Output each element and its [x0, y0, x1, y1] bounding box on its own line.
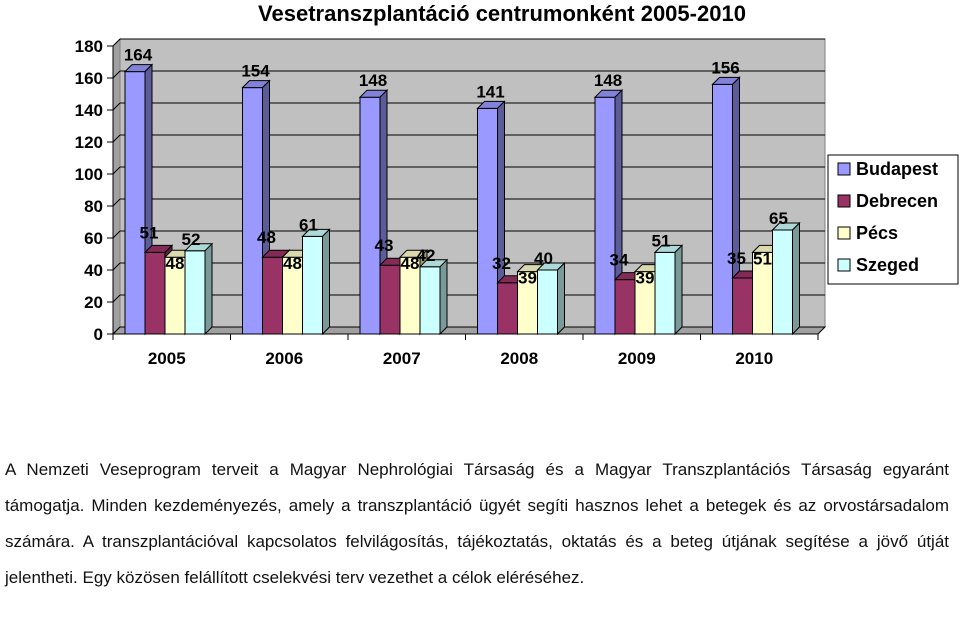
legend-swatch: [837, 226, 851, 240]
bar-side: [674, 244, 683, 336]
data-label: 51: [753, 249, 772, 268]
legend-entry: Debrecen: [856, 191, 938, 211]
bar-side: [439, 258, 448, 336]
data-label: 35: [727, 249, 746, 268]
data-label: 52: [182, 230, 201, 249]
gridline: [112, 166, 121, 175]
x-tick-label: 2007: [383, 349, 421, 368]
y-tick-label: 120: [75, 133, 103, 152]
bars: 1645148521544848611484348421413239401483…: [123, 46, 801, 336]
gridline: [112, 326, 121, 335]
bar-front: [497, 282, 518, 335]
gridline: [112, 102, 121, 111]
bar: [183, 242, 214, 336]
legend-entry: Budapest: [856, 159, 938, 179]
bar-front: [242, 87, 263, 335]
bar-front: [654, 251, 676, 335]
x-tick-label: 2006: [265, 349, 303, 368]
bar-side: [322, 228, 330, 336]
bar: [536, 261, 566, 336]
bar-side: [792, 221, 800, 336]
data-label: 39: [636, 269, 655, 288]
bar-front: [732, 277, 753, 335]
data-label: 34: [610, 251, 629, 270]
bar-side: [204, 242, 213, 336]
bar-front: [712, 83, 733, 335]
data-label: 141: [476, 82, 504, 101]
x-tick-label: 2009: [618, 349, 656, 368]
data-label: 154: [241, 62, 270, 81]
gridline: [112, 230, 121, 239]
gridline: [112, 294, 121, 303]
data-label: 48: [257, 228, 276, 247]
bar-front: [614, 279, 636, 335]
y-tick-label: 40: [84, 261, 103, 280]
y-tick-label: 60: [84, 229, 103, 248]
bar-front: [144, 251, 166, 335]
legend-box: [827, 154, 959, 285]
x-tick-label: 2005: [148, 349, 186, 368]
data-label: 48: [401, 254, 420, 273]
data-label: 43: [375, 236, 394, 255]
legend: Budapest Debrecen Pécs Szeged: [827, 154, 959, 285]
data-label: 40: [534, 249, 553, 268]
data-label: 51: [652, 231, 671, 250]
x-tick-label: 2010: [735, 349, 773, 368]
gridline: [112, 262, 121, 271]
y-tick-label: 140: [75, 101, 103, 120]
bar: [418, 258, 449, 336]
data-label: 48: [283, 254, 302, 273]
bar-front: [359, 96, 381, 335]
data-label: 148: [594, 71, 622, 90]
bar-front: [184, 250, 206, 335]
gridline: [112, 198, 121, 207]
y-axis: 0 20 40 60 80 100 120 140 160 180: [75, 37, 825, 344]
bar: [711, 76, 741, 336]
data-label: 48: [166, 254, 185, 273]
data-label: 39: [518, 269, 537, 288]
legend-entry: Pécs: [856, 223, 898, 243]
bar-front: [477, 107, 498, 335]
legend-swatch: [837, 258, 851, 272]
x-axis: 2005 2006 2007 2008 2009 2010: [112, 334, 819, 368]
legend-entry: Szeged: [856, 255, 919, 275]
bar: [593, 88, 624, 336]
data-label: 148: [359, 71, 387, 90]
legend-swatch: [837, 162, 851, 176]
gridline: [112, 70, 121, 79]
gridline: [112, 134, 121, 143]
bar-front: [262, 256, 283, 335]
y-tick-label: 80: [84, 197, 103, 216]
x-tick-label: 2008: [500, 349, 538, 368]
plot-side-wall: [112, 37, 121, 336]
bar-front: [379, 264, 401, 335]
legend-swatch: [837, 194, 851, 208]
data-label: 164: [124, 46, 153, 65]
data-label: 51: [140, 223, 159, 242]
chart-title: Vesetranszplantáció centrumonként 2005-2…: [258, 1, 746, 26]
bar-front: [419, 266, 441, 335]
bar-front: [537, 269, 558, 335]
y-tick-label: 160: [75, 69, 103, 88]
bar-front: [772, 229, 793, 335]
bar: [653, 244, 684, 336]
y-tick-label: 0: [94, 325, 103, 344]
bar-front: [594, 96, 616, 335]
y-tick-label: 180: [75, 37, 103, 56]
bar-side: [557, 261, 565, 336]
data-label: 156: [711, 58, 739, 77]
data-label: 32: [492, 254, 511, 273]
bar: [301, 228, 331, 336]
bar-front: [124, 71, 146, 335]
body-paragraph: A Nemzeti Veseprogram terveit a Magyar N…: [5, 460, 949, 587]
bar: [771, 221, 801, 336]
gridline: [112, 38, 121, 47]
data-label: 65: [769, 209, 788, 228]
data-label: 61: [299, 215, 318, 234]
y-tick-label: 20: [84, 293, 103, 312]
y-tick-label: 100: [75, 165, 103, 184]
bar-chart: Vesetranszplantáció centrumonként 2005-2…: [75, 1, 959, 368]
data-label: 42: [417, 246, 436, 265]
bar-front: [302, 235, 323, 335]
